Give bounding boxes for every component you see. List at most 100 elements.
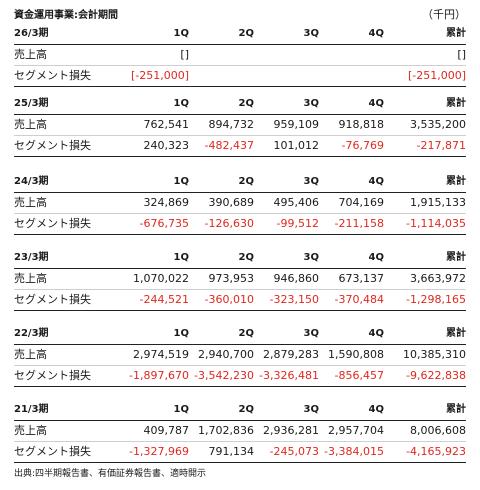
row-label: セグメント損失 [14, 69, 91, 82]
value-cell-q2: 973,953 [208, 272, 255, 285]
value-cell-q1: 1,070,022 [133, 272, 189, 285]
value-cell-q4: -3,384,015 [324, 445, 384, 458]
column-header-q3: 3Q [303, 28, 319, 39]
period-name: 22/3期 [14, 328, 49, 339]
row-label: セグメント損失 [14, 293, 91, 306]
value-cell-q2: 1,702,836 [198, 424, 254, 437]
value-cell-q3: -323,150 [269, 293, 319, 306]
column-header-q4: 4Q [368, 98, 384, 109]
value-cell-q1: -1,327,969 [129, 445, 189, 458]
column-header-q2: 2Q [238, 252, 254, 263]
value-cell-total: -217,871 [416, 139, 466, 152]
value-cell-total: 10,385,310 [403, 348, 466, 361]
period-header-row: 24/3期 1Q 2Q 3Q 4Q 累計 [14, 172, 466, 193]
column-header-q3: 3Q [303, 404, 319, 415]
sales-row: 売上高 2,974,519 2,940,700 2,879,283 1,590,808 1… [14, 345, 466, 366]
value-cell-total: -4,165,923 [406, 445, 466, 458]
value-cell-q4: 704,169 [338, 196, 385, 209]
row-label: セグメント損失 [14, 445, 91, 458]
column-header-q3: 3Q [303, 252, 319, 263]
period-block: 22/3期 1Q 2Q 3Q 4Q 累計 売上高 2,974,519 2,940,700 2,87… [14, 324, 466, 387]
value-cell-q4: -856,457 [334, 369, 384, 382]
period-header-row: 25/3期 1Q 2Q 3Q 4Q 累計 [14, 94, 466, 115]
period-block: 25/3期 1Q 2Q 3Q 4Q 累計 売上高 762,541 894,732 959,109 9… [14, 94, 466, 157]
value-cell-q3: -245,073 [269, 445, 319, 458]
value-cell-q1: 240,323 [143, 139, 190, 152]
column-header-q1: 1Q [173, 98, 189, 109]
column-header-q3: 3Q [303, 98, 319, 109]
segment-loss-row: セグメント損失 -1,897,670 -3,542,230 -3,326,481 -85… [14, 366, 466, 387]
value-cell-total: 3,535,200 [410, 118, 466, 131]
sales-row: 売上高 762,541 894,732 959,109 918,818 3,535,200 [14, 115, 466, 136]
row-label: セグメント損失 [14, 139, 91, 152]
row-label: 売上高 [14, 118, 47, 131]
value-cell-q4: 918,818 [338, 118, 385, 131]
column-header-total: 累計 [446, 176, 466, 187]
column-header-total: 累計 [446, 328, 466, 339]
column-header-q4: 4Q [368, 404, 384, 415]
value-cell-q3: 2,879,283 [263, 348, 319, 361]
source-note: 出典:四半期報告書、有価証券報告書、適時開示 [14, 469, 207, 479]
column-header-q1: 1Q [173, 404, 189, 415]
value-cell-q3: 2,936,281 [263, 424, 319, 437]
value-cell-total: 8,006,608 [410, 424, 466, 437]
sales-row: 売上高 324,869 390,689 495,406 704,169 1,915,133 [14, 193, 466, 214]
period-header-row: 23/3期 1Q 2Q 3Q 4Q 累計 [14, 248, 466, 269]
segment-loss-row: セグメント損失 -1,327,969 791,134 -245,073 -3,384,0… [14, 442, 466, 463]
period-block: 26/3期 1Q 2Q 3Q 4Q 累計 売上高 [] [] セグメント損失 [-251,000] [… [14, 24, 466, 87]
value-cell-q2: 791,134 [208, 445, 255, 458]
period-name: 24/3期 [14, 176, 49, 187]
value-cell-q1: [-251,000] [130, 69, 189, 82]
value-cell-q2: -482,437 [204, 139, 254, 152]
value-cell-q3: 101,012 [273, 139, 320, 152]
value-cell-q2: -3,542,230 [194, 369, 254, 382]
period-name: 26/3期 [14, 28, 49, 39]
column-header-q3: 3Q [303, 176, 319, 187]
value-cell-q3: -3,326,481 [259, 369, 319, 382]
value-cell-total: -1,114,035 [406, 217, 466, 230]
value-cell-q3: 946,860 [273, 272, 320, 285]
value-cell-total: 1,915,133 [410, 196, 466, 209]
value-cell-q4: -370,484 [334, 293, 384, 306]
period-name: 23/3期 [14, 252, 49, 263]
value-cell-total: [] [457, 48, 466, 61]
period-name: 21/3期 [14, 404, 49, 415]
value-cell-q4: -211,158 [334, 217, 384, 230]
segment-loss-row: セグメント損失 -676,735 -126,630 -99,512 -211,158 -1… [14, 214, 466, 235]
period-name: 25/3期 [14, 98, 49, 109]
row-label: 売上高 [14, 48, 47, 61]
row-label: 売上高 [14, 348, 47, 361]
column-header-q4: 4Q [368, 176, 384, 187]
page-header: 資金運用事業:会計期間 （千円） [14, 6, 466, 21]
sales-row: 売上高 [] [] [14, 45, 466, 66]
segment-loss-row: セグメント損失 240,323 -482,437 101,012 -76,769 -217… [14, 136, 466, 157]
value-cell-q4: 2,957,704 [328, 424, 384, 437]
period-header-row: 22/3期 1Q 2Q 3Q 4Q 累計 [14, 324, 466, 345]
value-cell-total: -9,622,838 [406, 369, 466, 382]
value-cell-total: [-251,000] [407, 69, 466, 82]
period-header-row: 21/3期 1Q 2Q 3Q 4Q 累計 [14, 400, 466, 421]
value-cell-q2: -126,630 [204, 217, 254, 230]
unit-label: （千円） [422, 8, 466, 21]
column-header-q2: 2Q [238, 176, 254, 187]
row-label: 売上高 [14, 272, 47, 285]
value-cell-q1: -244,521 [139, 293, 189, 306]
row-label: 売上高 [14, 424, 47, 437]
column-header-q4: 4Q [368, 28, 384, 39]
period-header-row: 26/3期 1Q 2Q 3Q 4Q 累計 [14, 24, 466, 45]
segment-loss-row: セグメント損失 [-251,000] [-251,000] [14, 66, 466, 87]
column-header-q4: 4Q [368, 252, 384, 263]
column-header-q1: 1Q [173, 252, 189, 263]
column-header-q2: 2Q [238, 98, 254, 109]
row-label: セグメント損失 [14, 217, 91, 230]
column-header-total: 累計 [446, 404, 466, 415]
value-cell-q4: 1,590,808 [328, 348, 384, 361]
column-header-q2: 2Q [238, 404, 254, 415]
column-header-q2: 2Q [238, 328, 254, 339]
period-block: 23/3期 1Q 2Q 3Q 4Q 累計 売上高 1,070,022 973,953 946,86… [14, 248, 466, 311]
column-header-q1: 1Q [173, 176, 189, 187]
value-cell-q3: 495,406 [273, 196, 320, 209]
column-header-q1: 1Q [173, 328, 189, 339]
value-cell-q2: 390,689 [208, 196, 255, 209]
value-cell-q1: 409,787 [143, 424, 190, 437]
